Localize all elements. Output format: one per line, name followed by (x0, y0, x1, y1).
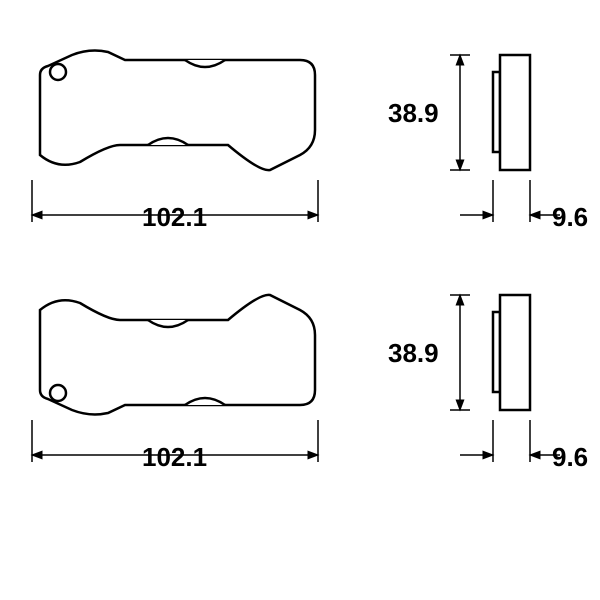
dim-top-width: 102.1 (142, 202, 207, 233)
brake-pad-dimension-diagram: 38.9 102.1 9.6 38.9 102.1 9.6 (0, 0, 600, 600)
pad-front-top (40, 51, 315, 171)
dim-top-height: 38.9 (388, 98, 439, 129)
pad-side-top (493, 55, 530, 170)
dim-bot-thickness: 9.6 (552, 442, 588, 473)
dim-bot-width: 102.1 (142, 442, 207, 473)
dim-bot-height: 38.9 (388, 338, 439, 369)
pad-front-bottom (40, 295, 315, 415)
pad-side-bottom (493, 295, 530, 410)
dim-top-thickness: 9.6 (552, 202, 588, 233)
